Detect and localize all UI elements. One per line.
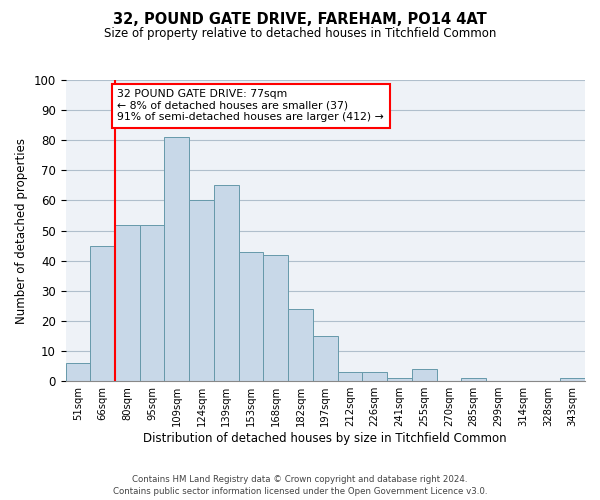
Text: 32 POUND GATE DRIVE: 77sqm
← 8% of detached houses are smaller (37)
91% of semi-: 32 POUND GATE DRIVE: 77sqm ← 8% of detac… [118,89,384,122]
Bar [288,309,313,381]
Bar [412,369,437,381]
Bar [461,378,486,381]
Bar [214,186,239,381]
Bar [387,378,412,381]
X-axis label: Distribution of detached houses by size in Titchfield Common: Distribution of detached houses by size … [143,432,507,445]
Text: Contains HM Land Registry data © Crown copyright and database right 2024.
Contai: Contains HM Land Registry data © Crown c… [113,474,487,496]
Bar [263,254,288,381]
Y-axis label: Number of detached properties: Number of detached properties [15,138,28,324]
Bar [189,200,214,381]
Bar [239,252,263,381]
Text: 32, POUND GATE DRIVE, FAREHAM, PO14 4AT: 32, POUND GATE DRIVE, FAREHAM, PO14 4AT [113,12,487,28]
Bar [140,224,164,381]
Text: Size of property relative to detached houses in Titchfield Common: Size of property relative to detached ho… [104,28,496,40]
Bar [164,137,189,381]
Bar [65,363,90,381]
Bar [338,372,362,381]
Bar [560,378,585,381]
Bar [115,224,140,381]
Bar [313,336,338,381]
Bar [362,372,387,381]
Bar [90,246,115,381]
